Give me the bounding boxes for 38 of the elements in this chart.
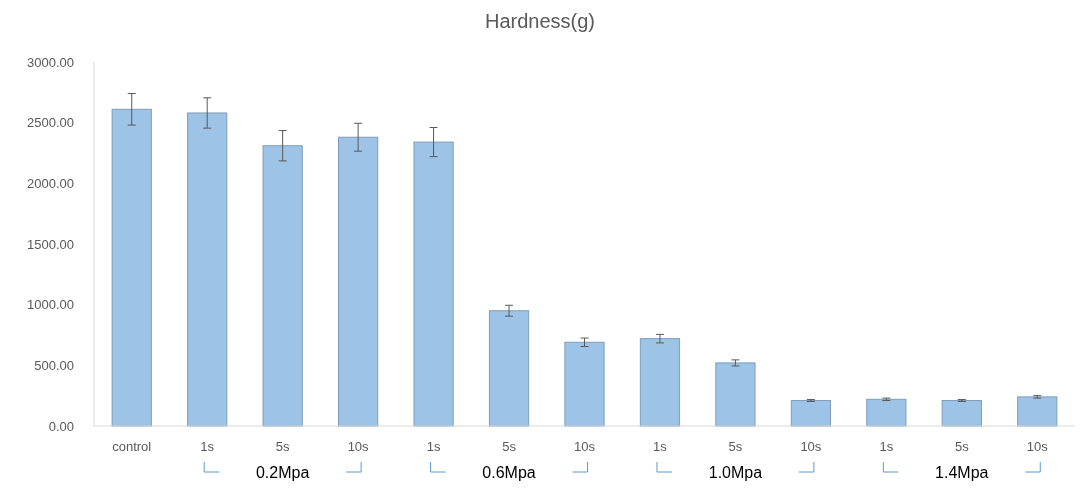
bar <box>790 400 832 427</box>
text: 0.6Mpa <box>482 464 536 481</box>
text: 0.2Mpa <box>255 464 310 481</box>
bar <box>488 310 530 427</box>
text: 1.0Mpa <box>708 464 763 481</box>
bar <box>262 145 303 427</box>
y-tick-label: 2500.00 <box>27 115 74 131</box>
x-tick-label: 1s <box>426 439 441 454</box>
y-tick-label: 500.00 <box>34 357 74 373</box>
bar <box>187 112 228 427</box>
x-tick-label: 10s <box>347 439 370 454</box>
x-tick-label: 1s <box>200 439 215 454</box>
y-tick-label: 1500.00 <box>27 236 74 252</box>
y-tick-label: 1000.00 <box>27 297 74 313</box>
text: 1.4Mpa <box>935 464 989 481</box>
y-tick-label: 2000.00 <box>27 175 74 191</box>
x-tick-label: 10s <box>800 439 822 454</box>
bar <box>941 400 982 427</box>
bar <box>866 398 907 427</box>
x-tick-label: 1s <box>879 439 894 454</box>
x-tick-label: 10s <box>1026 439 1049 454</box>
y-tick-label: 3000.00 <box>27 54 74 70</box>
x-tick-label: control <box>112 439 152 454</box>
x-tick-label: 10s <box>574 439 596 454</box>
x-tick-label: 1s <box>653 439 668 454</box>
x-tick-label: 5s <box>502 439 517 454</box>
bar <box>413 141 454 427</box>
chart-title: Hardness(g) <box>484 10 596 32</box>
bar <box>338 136 379 427</box>
bar <box>564 341 605 427</box>
bar <box>715 362 756 427</box>
y-tick-label: 0.00 <box>48 418 74 434</box>
bar <box>1017 396 1058 427</box>
x-tick-label: 5s <box>728 439 743 454</box>
x-tick-label: 5s <box>954 439 970 454</box>
bar <box>639 338 681 427</box>
x-tick-label: 5s <box>275 439 291 454</box>
bar <box>111 108 152 427</box>
